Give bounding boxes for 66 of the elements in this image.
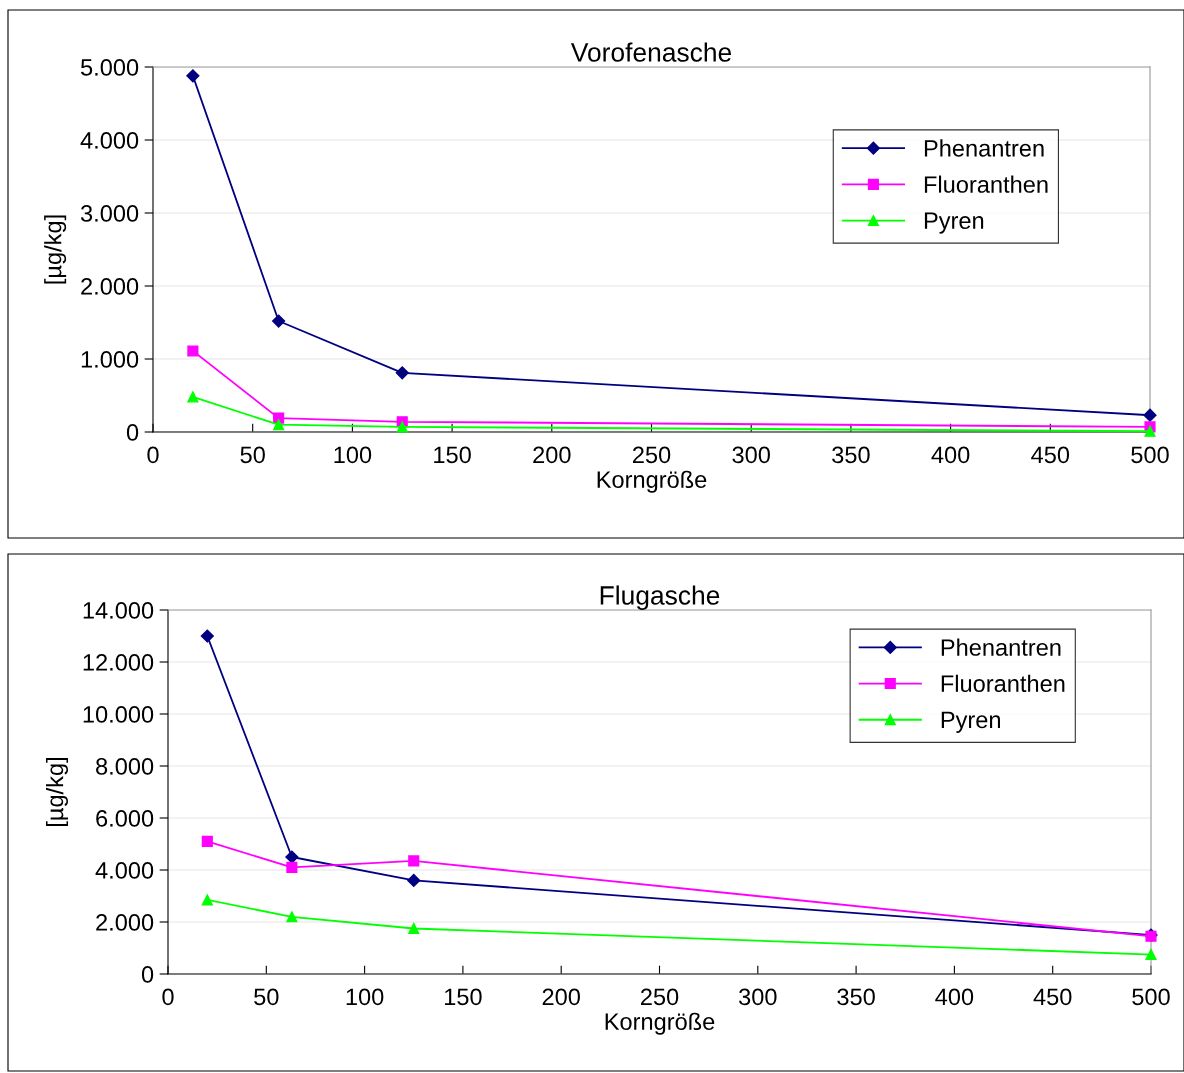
point — [407, 873, 421, 887]
legend-label: Pyren — [941, 711, 1000, 733]
y-tick-label: 0 — [141, 966, 154, 983]
legend-label: Pyren — [924, 212, 984, 234]
point — [408, 922, 420, 935]
chart-title: Vorofenasche — [570, 42, 732, 62]
legend-label: Phenantren — [941, 638, 1061, 656]
x-tick-label: 350 — [837, 988, 875, 1006]
point — [186, 69, 200, 83]
point — [285, 850, 299, 864]
x-tick-label: 400 — [931, 446, 970, 464]
y-tick-label: 8.000 — [96, 758, 154, 775]
y-tick-label: 12.000 — [83, 654, 154, 671]
legend-label: Fluoranthen — [941, 674, 1065, 693]
x-tick-label: 300 — [732, 446, 770, 464]
y-axis-title: [µg/kg] — [46, 758, 69, 826]
x-tick-label: 250 — [632, 446, 671, 464]
x-tick-label: 500 — [1132, 988, 1170, 1006]
x-axis-title: Korngröße — [605, 1012, 715, 1035]
x-tick-label: 250 — [640, 988, 679, 1006]
point — [395, 366, 409, 380]
y-axis-title: [µg/kg] — [44, 215, 67, 284]
y-tick-label: 10.000 — [83, 706, 154, 723]
x-tick-label: 450 — [1033, 988, 1072, 1006]
point — [1143, 408, 1157, 422]
y-tick-label: 2.000 — [96, 914, 154, 931]
point — [200, 629, 214, 643]
y-tick-label: 3.000 — [80, 205, 139, 222]
point — [272, 314, 286, 328]
point — [286, 911, 298, 923]
x-tick-label: 100 — [346, 988, 384, 1006]
point — [187, 391, 199, 403]
point — [286, 861, 298, 873]
x-tick-label: 200 — [542, 988, 580, 1006]
y-tick-label: 5.000 — [80, 59, 139, 76]
y-tick-label: 6.000 — [96, 810, 154, 827]
point — [201, 894, 213, 906]
y-tick-label: 0 — [126, 424, 139, 441]
point — [408, 855, 420, 867]
x-tick-label: 50 — [240, 446, 265, 464]
legend-label: Fluoranthen — [924, 175, 1048, 193]
x-tick-label: 500 — [1131, 446, 1169, 464]
y-tick-label: 1.000 — [81, 351, 139, 368]
x-tick-label: 450 — [1031, 446, 1070, 464]
y-tick-label: 4.000 — [80, 132, 139, 149]
x-axis-title: Korngröße — [597, 470, 707, 493]
x-tick-label: 100 — [334, 446, 372, 464]
x-tick-label: 200 — [533, 446, 571, 464]
x-tick-label: 0 — [162, 988, 174, 1006]
point — [396, 421, 408, 433]
point — [187, 345, 199, 357]
x-tick-label: 150 — [445, 988, 482, 1006]
point — [1144, 425, 1156, 437]
x-tick-label: 150 — [434, 446, 471, 464]
y-tick-label: 14.000 — [83, 602, 154, 619]
x-tick-label: 50 — [254, 988, 279, 1006]
x-tick-label: 350 — [832, 446, 870, 464]
legend-label: Phenantren — [924, 139, 1044, 157]
point — [201, 835, 213, 847]
x-tick-label: 400 — [935, 988, 974, 1006]
x-tick-label: 300 — [739, 988, 777, 1006]
y-tick-label: 4.000 — [95, 862, 154, 879]
y-tick-label: 2.000 — [81, 278, 139, 295]
point — [273, 419, 285, 431]
chart-title: Flugasche — [600, 585, 720, 610]
point — [1145, 948, 1157, 961]
